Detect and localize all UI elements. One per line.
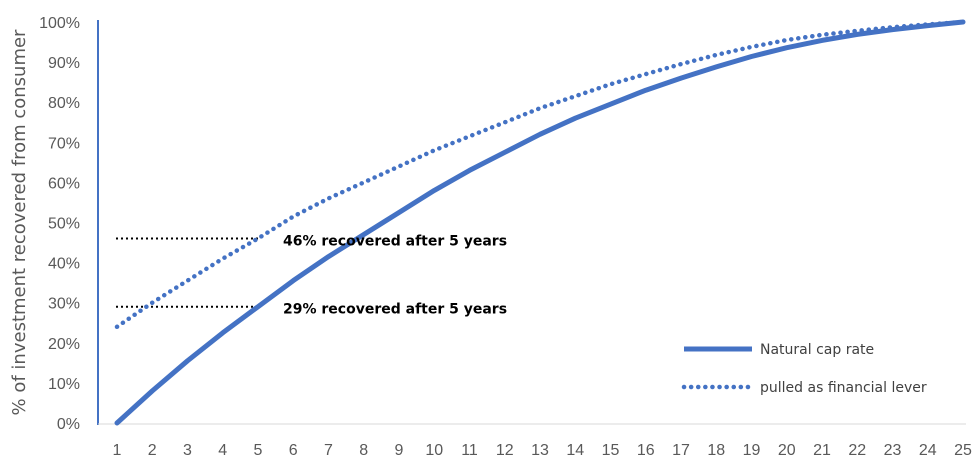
x-tick-label: 20 xyxy=(778,442,796,458)
series-line-natural-cap-rate xyxy=(114,19,966,426)
x-tick-label: 25 xyxy=(954,442,972,458)
series-lines xyxy=(114,19,966,426)
x-tick-label: 11 xyxy=(461,442,478,458)
annotation-label: 29% recovered after 5 years xyxy=(283,302,507,318)
x-tick-label: 14 xyxy=(566,442,584,458)
x-tick-label: 13 xyxy=(531,442,549,458)
y-tick-label: 0% xyxy=(57,416,80,433)
x-tick-label: 23 xyxy=(884,442,902,458)
x-tick-label: 2 xyxy=(148,442,157,458)
x-tick-label: 19 xyxy=(743,442,761,458)
annotations: 46% recovered after 5 years 29% recovered… xyxy=(283,234,507,318)
y-tick-label: 20% xyxy=(48,336,80,353)
x-tick-label: 8 xyxy=(359,442,368,458)
x-tick-label: 7 xyxy=(324,442,333,458)
y-tick-label: 90% xyxy=(48,55,80,72)
y-tick-label: 40% xyxy=(48,256,80,273)
y-tick-label: 80% xyxy=(48,95,80,112)
y-tick-label: 60% xyxy=(48,175,80,192)
x-tick-label: 6 xyxy=(289,442,298,458)
annotation-label: 46% recovered after 5 years xyxy=(283,234,507,250)
legend-label: Natural cap rate xyxy=(760,342,874,358)
x-tick-label: 12 xyxy=(496,442,514,458)
series-line-financial-lever xyxy=(114,19,966,330)
legend-label: pulled as financial lever xyxy=(760,380,927,396)
y-tick-label: 50% xyxy=(48,216,80,233)
x-tick-label: 22 xyxy=(848,442,866,458)
x-axis: 1 2 3 4 5 6 7 8 9 10 11 12 13 14 15 16 17 18 19 20 21 22 23 24 2… xyxy=(98,423,972,458)
x-tick-label: 21 xyxy=(813,442,831,458)
y-tick-label: 30% xyxy=(48,296,80,313)
annotation-guides xyxy=(116,237,258,308)
x-tick-label: 3 xyxy=(183,442,192,458)
x-tick-label: 5 xyxy=(254,442,263,458)
y-tick-label: 10% xyxy=(48,376,80,393)
x-tick-label: 24 xyxy=(919,442,937,458)
x-tick-label: 9 xyxy=(395,442,404,458)
legend: Natural cap rate pulled as financial leve… xyxy=(681,342,927,396)
x-tick-label: 16 xyxy=(637,442,655,458)
x-tick-label: 4 xyxy=(218,442,227,458)
x-tick-label: 17 xyxy=(672,442,690,458)
y-axis: 0% 10% 20% 30% 40% 50% 60% 70% 80% 90% 100% % of in… xyxy=(9,15,99,433)
x-tick-label: 18 xyxy=(707,442,725,458)
y-axis-title: % of investment recovered from consumer xyxy=(9,29,30,416)
x-tick-label: 15 xyxy=(602,442,620,458)
y-tick-label: 100% xyxy=(39,15,80,32)
y-tick-label: 70% xyxy=(48,135,80,152)
x-tick-label: 10 xyxy=(425,442,443,458)
x-tick-label: 1 xyxy=(113,442,122,458)
